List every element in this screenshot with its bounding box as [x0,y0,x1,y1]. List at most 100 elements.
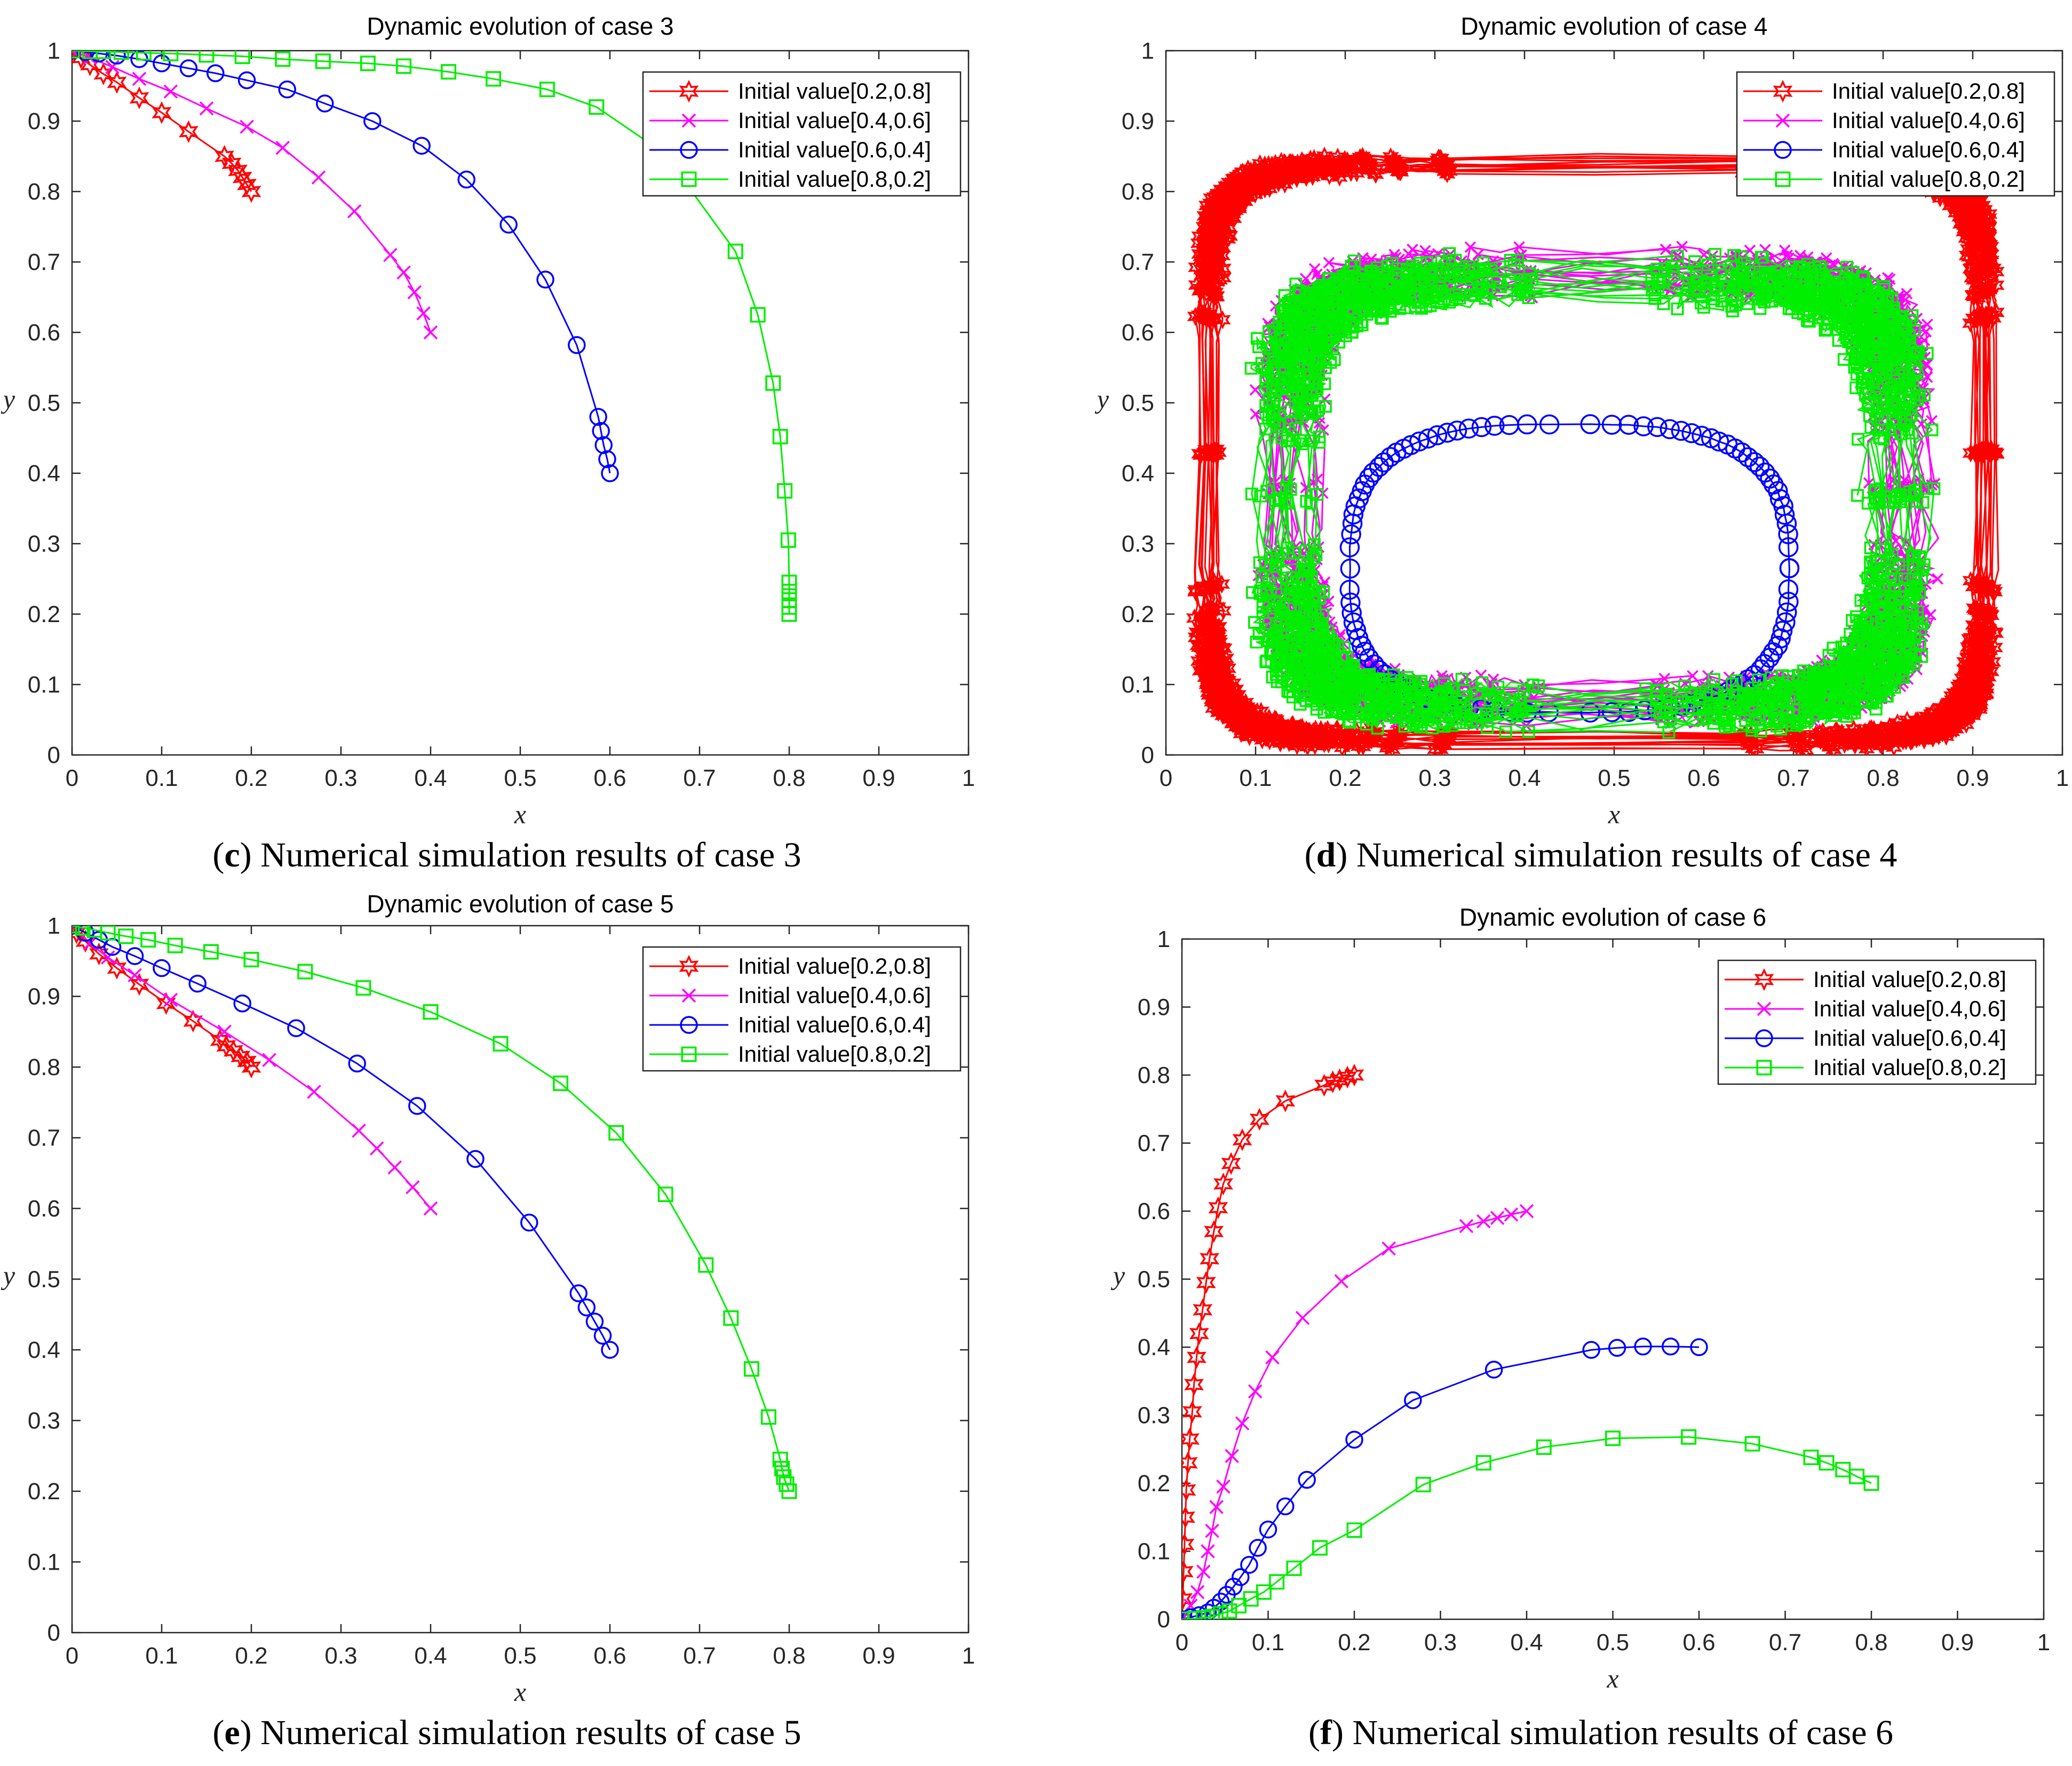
data-point [132,71,147,86]
data-point [1744,452,1765,472]
data-point [1918,706,1935,726]
data-point [781,592,797,608]
legend-label: Initial value[0.8,0.2] [738,166,931,192]
data-point [772,428,788,444]
data-point [82,51,98,59]
chart-title: Dynamic evolution of case 4 [1460,12,1767,40]
data-point [207,64,225,82]
data-point [1896,356,1909,369]
y-tick-label: 0.6 [28,320,60,346]
data-point [1340,592,1361,613]
y-tick-label: 0.5 [1122,390,1154,416]
data-point [1827,721,1844,741]
data-point [1367,164,1384,184]
data-point [1903,610,1917,624]
data-point [1755,251,1768,264]
chart-c: Dynamic evolution of case 30 0.1 0.2 0.3 0.4… [1,12,975,829]
data-point [1341,524,1361,545]
data-point [1271,675,1284,688]
data-point [1601,415,1622,435]
data-point [1902,423,1915,436]
y-tick-label: 0.1 [1122,672,1154,698]
legend-item: Initial value[0.8,0.2] [649,166,931,192]
data-point [199,51,215,63]
y-tick-label: 0.1 [28,672,60,698]
data-point [780,532,796,548]
plot-series [1186,145,2005,755]
data-point [1289,277,1303,291]
legend-marker [679,79,699,103]
data-point [1250,635,1263,649]
data-point [163,84,178,99]
data-point [275,140,290,155]
data-point [1250,408,1262,420]
x-tick-label: 0.3 [324,765,357,791]
data-point [1437,423,1457,443]
data-point [1633,416,1654,436]
data-point [1245,487,1258,500]
data-point [1920,482,1933,495]
y-tick-label: 0.8 [1122,179,1154,205]
data-point [1580,414,1600,434]
data-point [1934,699,1951,719]
y-tick-label: 0 [47,742,60,768]
y-tick-label: 0.2 [1122,601,1154,627]
data-point [1252,702,1269,721]
data-point [241,180,261,203]
data-point [221,152,242,175]
legend-marker [681,113,696,128]
data-point [1909,711,1926,730]
data-point [589,408,607,426]
data-point [1879,669,1892,682]
data-point [1392,162,1409,181]
data-point [1921,319,1933,330]
data-point [1244,362,1258,375]
data-point [1970,576,1987,596]
legend-item: Initial value[0.2,0.8] [649,78,931,104]
data-point [407,285,422,299]
data-point [1348,163,1366,182]
data-point [1369,457,1390,477]
data-point [1807,725,1824,744]
data-point [1293,717,1311,737]
data-point [1339,537,1360,558]
legend-marker [681,171,697,187]
data-point [1925,423,1939,436]
data-point [153,54,171,73]
data-point [113,51,129,60]
data-point [1907,489,1920,502]
data-point [1380,447,1401,467]
data-point [598,450,616,468]
data-point [1755,463,1775,483]
data-point [275,51,291,67]
data-point [360,55,376,71]
data-point [1331,167,1348,187]
data-point [1386,442,1407,463]
data-point [1418,428,1439,449]
data-point [179,59,198,77]
data-point [777,483,793,499]
data-point [1304,166,1321,186]
data-point [1962,571,1979,591]
data-point [234,51,250,65]
y-tick-label: 0.3 [1122,531,1154,557]
data-point [423,325,438,340]
data-point [1660,243,1672,256]
data-point [1658,672,1671,685]
data-point [1283,299,1296,313]
data-point [1907,558,1919,571]
data-point [486,71,502,87]
data-point [1251,332,1264,345]
data-point [1898,403,1911,417]
data-point [129,86,149,109]
data-point [1903,642,1916,656]
data-point [1881,717,1898,736]
data-point [1340,558,1361,579]
data-point [1882,324,1895,338]
data-point [1811,723,1828,743]
x-tick-label: 0.4 [414,765,447,791]
x-tick-label: 0.5 [1598,765,1630,791]
data-point [1931,704,1948,723]
data-point [594,436,613,454]
